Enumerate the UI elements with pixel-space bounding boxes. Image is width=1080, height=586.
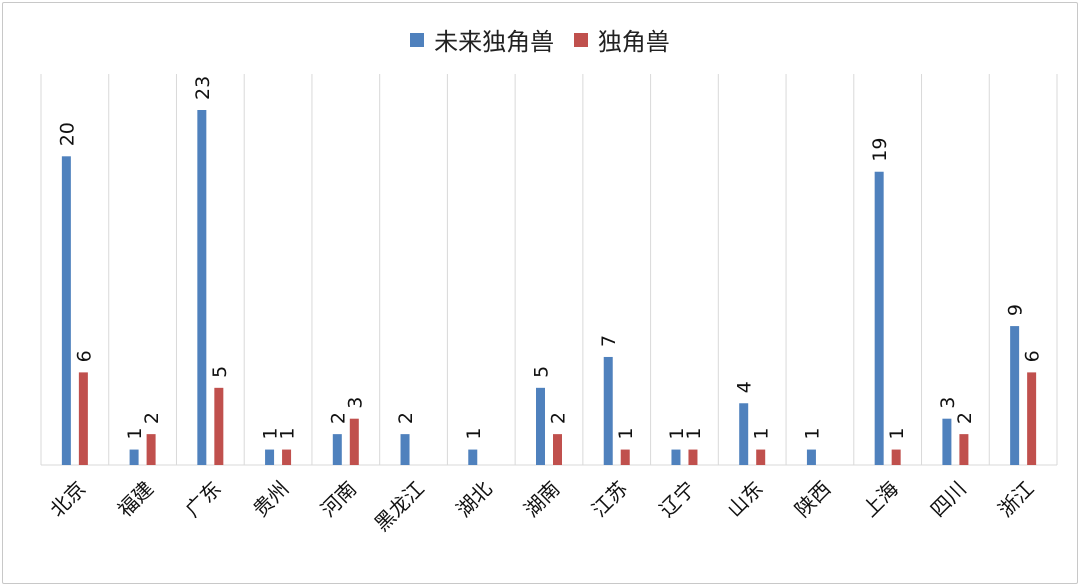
- data-label: 1: [683, 427, 705, 439]
- data-label: 1: [463, 427, 485, 439]
- bar-series-1: [265, 449, 275, 465]
- data-label: 3: [344, 397, 366, 409]
- data-label: 5: [209, 366, 231, 378]
- bar-series-1: [468, 449, 478, 465]
- bar-series-1: [1010, 326, 1020, 465]
- bar-series-2: [959, 434, 969, 465]
- bar-series-1: [197, 110, 207, 465]
- bar-series-2: [891, 449, 901, 465]
- bar-series-1: [942, 418, 952, 465]
- bar-series-2: [620, 449, 630, 465]
- data-label: 1: [751, 427, 773, 439]
- data-label: 3: [937, 397, 959, 409]
- data-label: 1: [260, 427, 282, 439]
- data-label: 1: [124, 427, 146, 439]
- legend-item-series-2: 独角兽: [573, 22, 670, 57]
- data-label: 9: [1005, 304, 1027, 316]
- data-label: 2: [954, 412, 976, 424]
- legend-swatch-series-1: [410, 32, 425, 47]
- category-label: 四川: [926, 476, 971, 521]
- category-label: 江苏: [587, 476, 632, 521]
- bar-series-1: [874, 171, 884, 465]
- bar-series-2: [1027, 372, 1037, 465]
- bar-series-2: [146, 434, 156, 465]
- data-label: 1: [615, 427, 637, 439]
- bar-series-1: [671, 449, 681, 465]
- bar-series-1: [400, 434, 410, 465]
- bar-series-1: [61, 156, 71, 465]
- legend: 未来独角兽 独角兽: [0, 22, 1080, 57]
- legend-item-series-1: 未来独角兽: [410, 22, 554, 57]
- data-label: 6: [73, 350, 95, 362]
- data-label: 7: [598, 335, 620, 347]
- bar-series-1: [129, 449, 139, 465]
- data-label: 20: [56, 122, 78, 146]
- category-label: 福建: [113, 476, 158, 521]
- bar-series-2: [78, 372, 88, 465]
- category-label: 广东: [181, 476, 226, 521]
- category-label: 湖南: [519, 476, 564, 521]
- bar-series-1: [332, 434, 342, 465]
- category-label: 湖北: [451, 476, 496, 521]
- bar-series-2: [688, 449, 698, 465]
- category-label: 河南: [316, 476, 361, 521]
- data-label: 2: [327, 412, 349, 424]
- data-label: 1: [277, 427, 299, 439]
- category-label: 辽宁: [655, 476, 700, 521]
- bar-series-1: [806, 449, 816, 465]
- bar-series-1: [603, 356, 613, 465]
- data-label: 1: [666, 427, 688, 439]
- category-label: 浙江: [993, 476, 1038, 521]
- bar-series-2: [214, 387, 224, 465]
- category-label: 北京: [45, 476, 90, 521]
- data-label: 1: [886, 427, 908, 439]
- bar-series-2: [756, 449, 766, 465]
- data-label: 2: [395, 412, 417, 424]
- data-label: 6: [1022, 350, 1044, 362]
- category-label: 上海: [858, 476, 903, 521]
- legend-swatch-series-2: [573, 32, 588, 47]
- legend-label-series-2: 独角兽: [597, 28, 670, 56]
- category-label: 山东: [722, 476, 767, 521]
- bar-series-2: [282, 449, 292, 465]
- category-label: 贵州: [248, 476, 293, 521]
- legend-label-series-1: 未来独角兽: [434, 28, 555, 56]
- data-label: 1: [801, 427, 823, 439]
- data-label: 19: [869, 138, 891, 162]
- data-label: 23: [192, 76, 214, 100]
- category-label: 陕西: [790, 476, 835, 521]
- category-label: 黑龙江: [370, 476, 429, 535]
- bar-series-1: [536, 387, 545, 465]
- data-label: 5: [531, 366, 553, 378]
- data-label: 4: [734, 381, 756, 393]
- bar-series-1: [739, 403, 749, 465]
- data-label: 2: [141, 412, 163, 424]
- bar-series-2: [349, 418, 359, 465]
- bar-series-2: [553, 434, 562, 465]
- data-label: 2: [548, 412, 570, 424]
